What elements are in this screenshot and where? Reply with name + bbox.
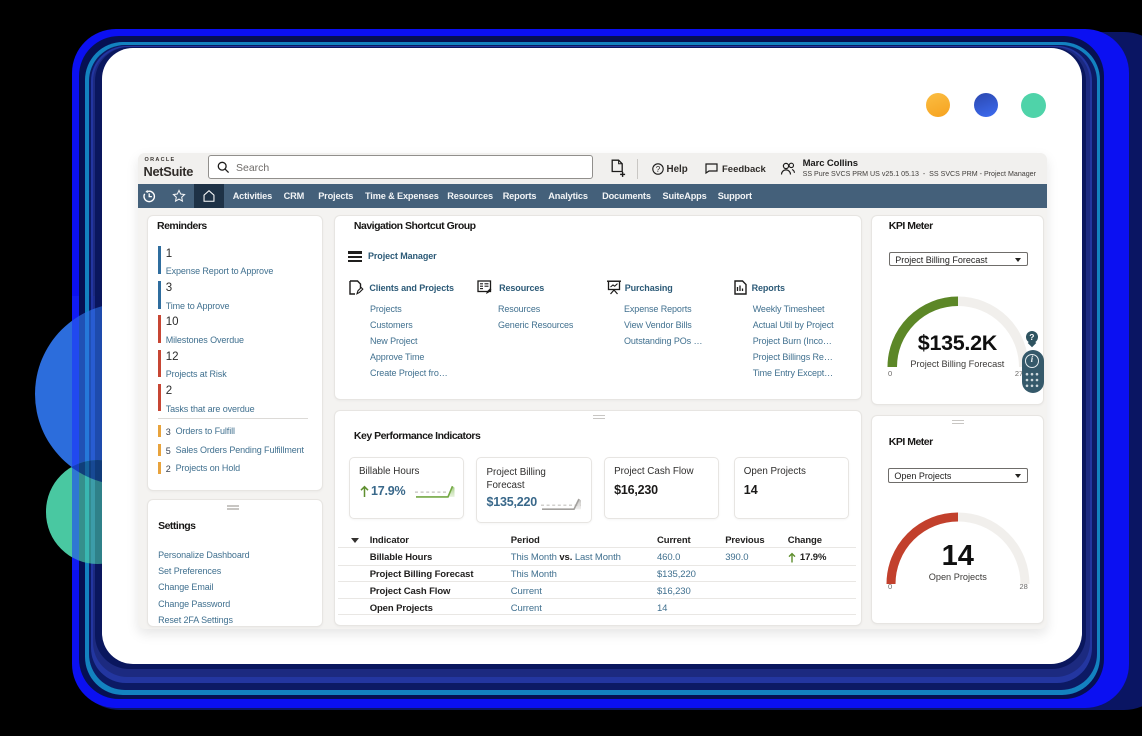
svg-text:?: ? [655, 164, 660, 173]
